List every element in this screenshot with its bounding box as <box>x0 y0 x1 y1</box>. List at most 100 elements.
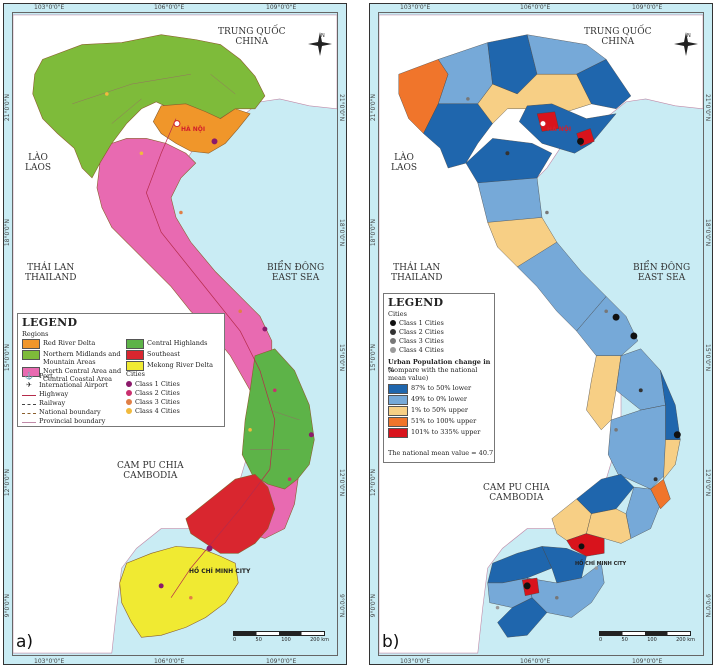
coord-top: 109°0'0"E <box>266 4 297 11</box>
city-dot <box>630 332 638 340</box>
city-dot <box>179 210 183 215</box>
coord-left: 9°0'0"N <box>370 594 377 618</box>
legend-swatch <box>22 339 40 349</box>
legend-cities-list: Class 1 Cities Class 2 Cities Class 3 Citi… <box>126 380 221 416</box>
coord-left: 21°0'0"N <box>370 94 377 122</box>
legend-swatch <box>126 408 132 414</box>
legend-item: 49% to 0% lower <box>388 395 492 405</box>
legend-item: 101% to 335% upper <box>388 428 492 438</box>
scale-bar-b: 0 50 100 200 km <box>599 631 695 643</box>
city-dot <box>555 595 559 600</box>
legend-title: LEGEND <box>22 316 78 329</box>
legend-item-label: Mekong River Delta <box>147 361 214 369</box>
legend-swatch <box>390 320 396 326</box>
legend-swatch <box>126 339 144 349</box>
coord-bottom: 103°0'0"E <box>34 658 65 665</box>
legend-change-heading: Urban Population change in % <box>388 358 491 374</box>
city-dot <box>495 605 500 610</box>
coord-bottom: 103°0'0"E <box>400 658 431 665</box>
legend-mean-note: The national mean value = 40.7 <box>388 449 494 457</box>
scale-tick: 50 <box>621 637 628 643</box>
legend-swatch <box>390 338 396 344</box>
coord-right: 18°0'0"N <box>338 219 345 247</box>
north-arrow-icon: N <box>308 32 332 56</box>
highway-lines <box>145 118 276 598</box>
label-hcmc: HỒ CHÍ MINH CITY <box>189 568 251 575</box>
panel-tag-a: a) <box>16 632 34 652</box>
legend-item: 1% to 50% upper <box>388 406 492 416</box>
legend-swatch <box>390 329 396 335</box>
coord-bottom: 106°0'0"E <box>154 658 185 665</box>
label-hanoi: HÀ NỘI <box>547 126 572 133</box>
legend-regions-heading: Regions <box>22 330 49 338</box>
city-dot <box>139 151 144 156</box>
province-highlands-2 <box>615 348 666 411</box>
city-dot <box>158 583 164 589</box>
legend-swatch <box>126 390 132 396</box>
province-coast-4 <box>663 439 681 480</box>
city-dot <box>545 210 549 215</box>
legend-item-label: Red River Delta <box>43 339 96 347</box>
svg-text:N: N <box>687 33 691 39</box>
city-dot <box>287 477 292 481</box>
legend-item-label: 1% to 50% upper <box>411 406 468 414</box>
legend-item: Mekong River Delta <box>126 361 222 371</box>
svg-text:N: N <box>321 33 325 39</box>
coord-left: 15°0'0"N <box>4 344 11 372</box>
province-north-5 <box>423 103 493 169</box>
legend-item: National boundary <box>22 408 122 416</box>
city-dot <box>105 92 109 96</box>
legend-item-label: Port <box>39 372 53 380</box>
legend-item-label: Class 4 Cities <box>399 346 444 354</box>
legend-cities-list: Class 1 Cities Class 2 Cities Class 3 Citi… <box>390 319 490 355</box>
highway-line <box>22 390 36 398</box>
city-dot <box>206 545 213 552</box>
national-boundary-line <box>22 408 36 416</box>
legend-item-label: 51% to 100% upper <box>411 417 477 425</box>
legend-title: LEGEND <box>388 296 444 309</box>
label-east-sea: BIỂN ĐÔNG EAST SEA <box>633 263 691 283</box>
coord-left: 18°0'0"N <box>4 219 11 247</box>
coord-left: 21°0'0"N <box>4 94 11 122</box>
region-mekong-delta <box>119 546 239 638</box>
legend-item: Class 3 Cities <box>126 398 221 406</box>
city-dot <box>272 388 277 393</box>
railway-line <box>22 399 36 407</box>
legend-item-label: Provincial boundary <box>39 417 106 425</box>
legend-item: ✈ International Airport <box>22 381 122 389</box>
label-thailand: THÁI LAN THAILAND <box>25 263 77 283</box>
scale-bar-a: 0 50 100 200 km <box>233 631 329 643</box>
map-frame-a: TRUNG QUỐC CHINA LÀO LAOS THÁI LAN THAILAND… <box>12 12 338 656</box>
city-dot <box>308 432 314 438</box>
province-can-tho <box>521 577 540 597</box>
label-hcmc: HỒ CHÍ MINH CITY <box>575 561 627 567</box>
coord-right: 9°0'0"N <box>704 594 711 618</box>
legend-swatch <box>126 350 144 360</box>
legend-symbols-list: ⚓ Port ✈ International Airport Highway Railwa… <box>22 372 122 426</box>
coord-left: 18°0'0"N <box>370 219 377 247</box>
coord-top: 106°0'0"E <box>520 4 551 11</box>
legend-item-label: Central Highlands <box>147 339 208 347</box>
label-china: TRUNG QUỐC CHINA <box>218 27 286 47</box>
legend-item: Class 4 Cities <box>390 346 490 354</box>
legend-swatch <box>388 384 408 394</box>
coord-left: 12°0'0"N <box>4 469 11 497</box>
scale-tick: 100 <box>281 637 291 643</box>
city-dot <box>466 97 470 101</box>
legend-a: LEGEND Regions Red River Delta Northern M… <box>17 313 225 427</box>
scale-tick: 0 <box>233 637 237 643</box>
legend-item: North Central Area and Central Coastal A… <box>22 367 122 383</box>
legend-swatch <box>22 350 40 360</box>
legend-item: Class 4 Cities <box>126 407 221 415</box>
scale-tick: 200 km <box>676 637 695 643</box>
coord-right: 21°0'0"N <box>704 94 711 122</box>
city-dot <box>604 309 608 314</box>
scale-tick: 100 <box>647 637 657 643</box>
legend-item-label: Class 2 Cities <box>399 328 444 336</box>
legend-swatch <box>388 395 408 405</box>
province-southeast-5 <box>586 508 632 544</box>
coord-right: 12°0'0"N <box>338 469 345 497</box>
city-dot <box>238 309 242 314</box>
legend-swatch <box>388 417 408 427</box>
legend-swatch <box>126 399 132 405</box>
